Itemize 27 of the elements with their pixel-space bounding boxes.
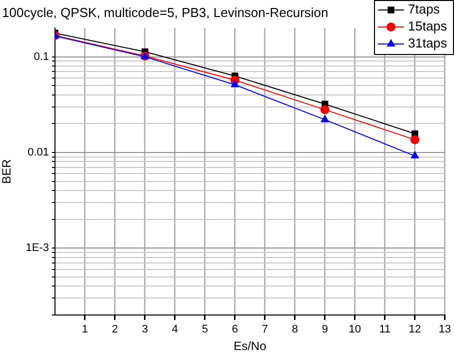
point [230,80,239,88]
x-axis-title: Es/No [234,339,267,354]
chart-title: 100cycle, QPSK, multicode=5, PB3, Levinson-Recursion [2,5,328,20]
x-tick-label: 6 [232,324,238,336]
x-tick-label: 12 [408,324,422,336]
point [410,151,419,158]
y-tick-label: 1E-3 [26,242,49,254]
point [320,115,329,122]
x-tick-label: 4 [172,324,178,336]
legend-label: 7taps [408,2,440,17]
point [320,105,330,114]
y-axis-title: BER [0,158,14,184]
x-tick-label: 10 [348,324,362,336]
x-tick-label: 5 [202,324,208,336]
x-tick-label: 2 [112,324,118,336]
y-tick-label: 0.01 [28,146,49,158]
x-tick-label: 3 [142,324,148,336]
x-tick-label: 9 [322,324,328,336]
x-tick-label: 11 [379,324,391,336]
x-tick-label: 8 [292,324,298,336]
legend-label: 31taps [408,36,448,51]
point [410,135,420,144]
legend-label: 15taps [408,18,448,34]
x-tick-label: 7 [262,324,268,336]
y-tick-label: 0.1 [34,50,49,63]
x-tick-label: 1 [82,324,88,336]
x-tick-label: 13 [438,324,452,336]
